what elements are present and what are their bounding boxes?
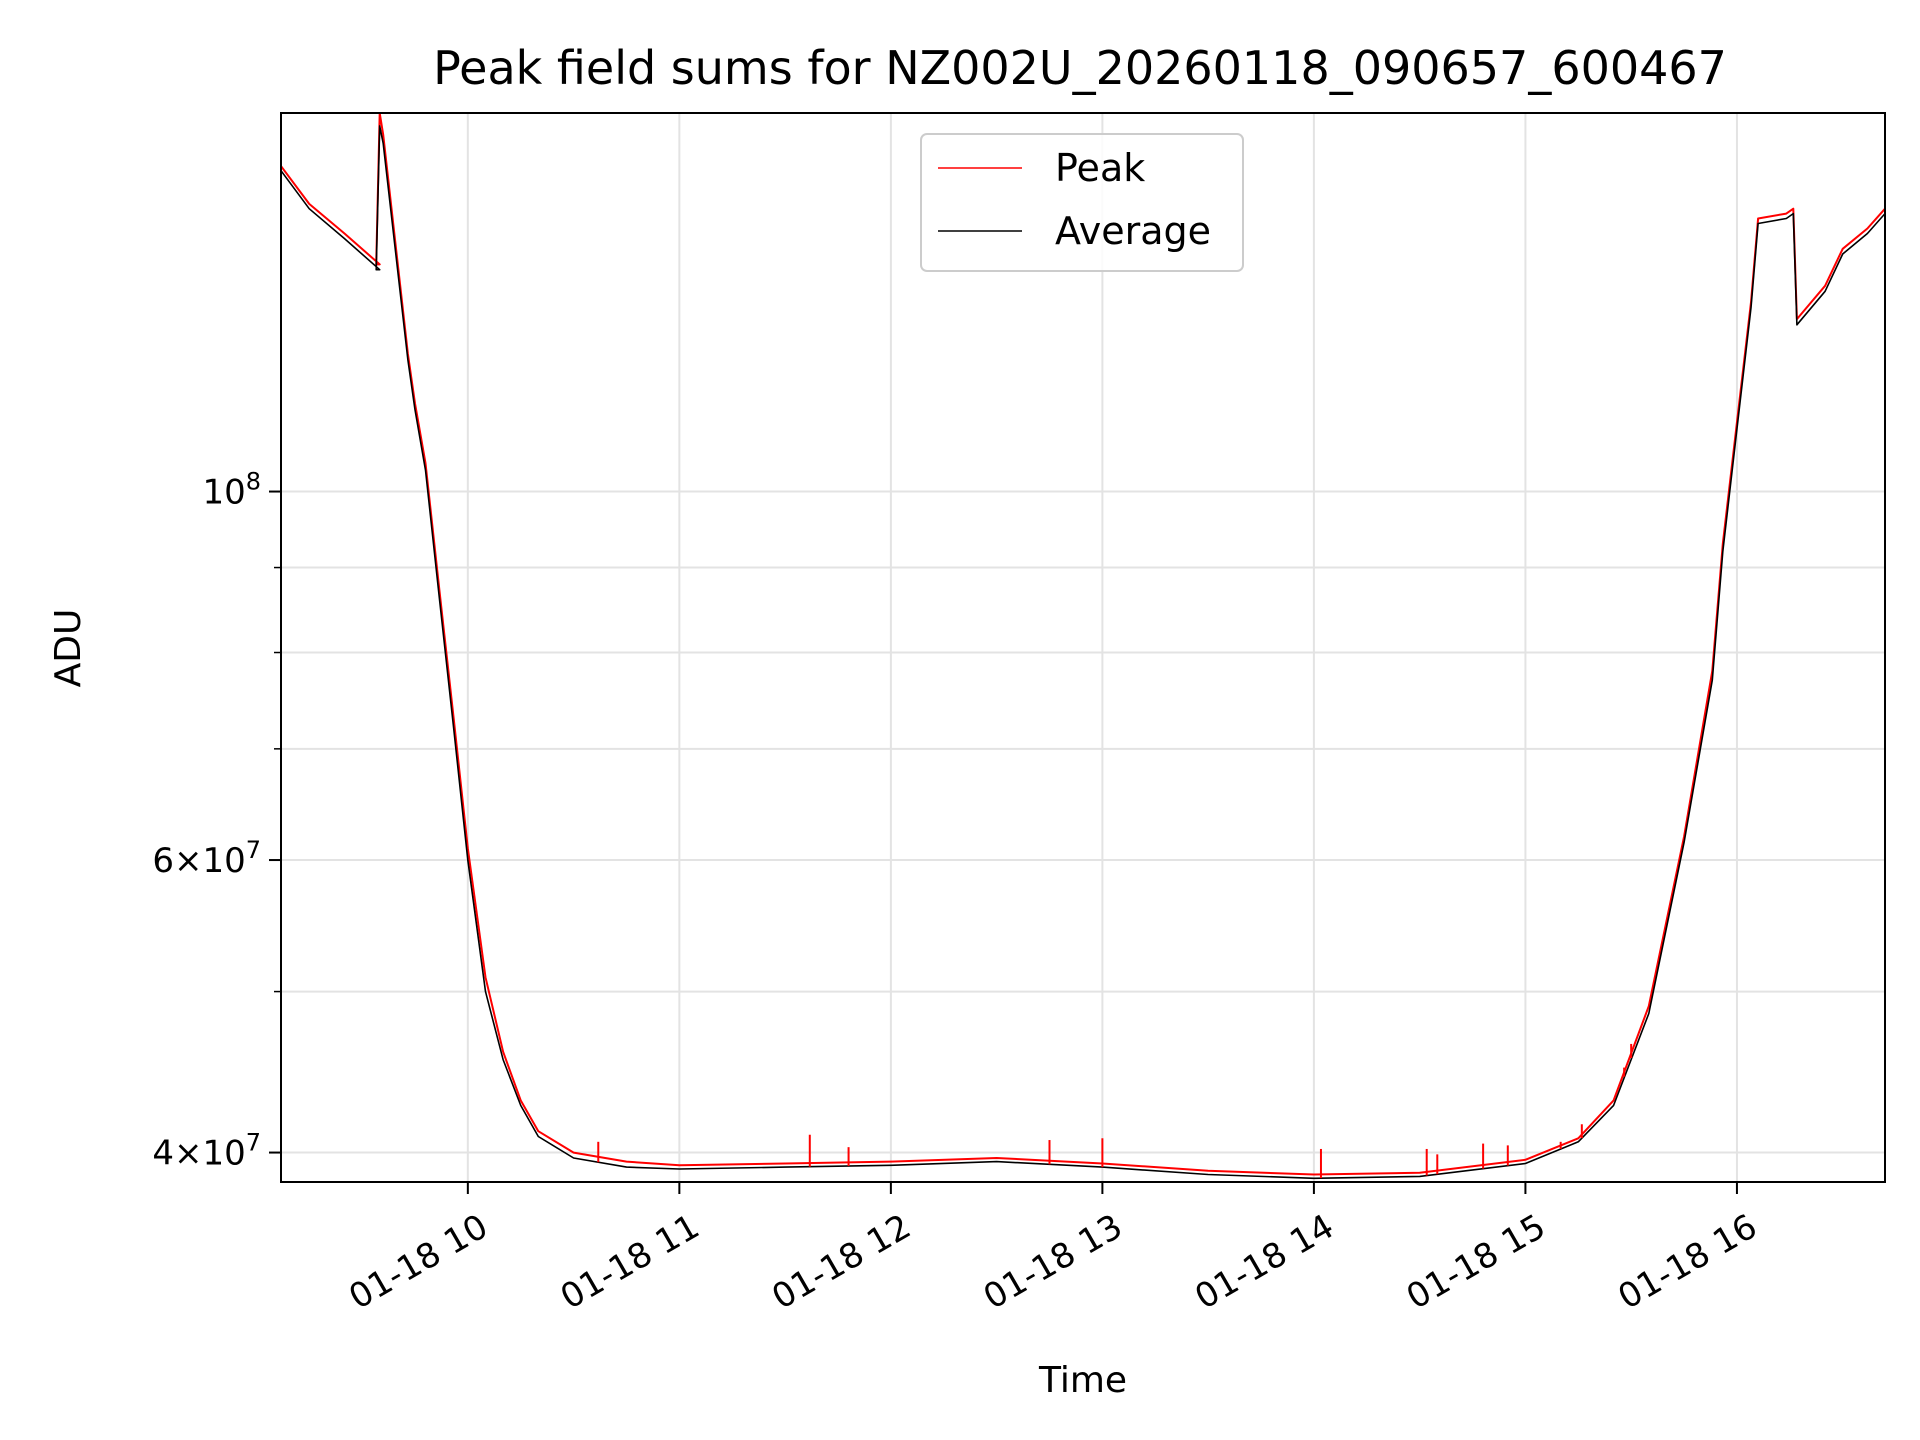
legend-average-label: Average xyxy=(1055,209,1211,253)
series-line-peak xyxy=(281,113,1885,1176)
x-tick-label: 01-18 11 xyxy=(554,1207,706,1318)
y-axis: 4×107 6×107 108 xyxy=(152,468,281,1174)
x-axis-label: Time xyxy=(1038,1360,1127,1401)
x-tick-label: 01-18 10 xyxy=(342,1207,494,1318)
y-tick-label: 4×107 xyxy=(152,1129,261,1174)
chart-title: Peak field sums for NZ002U_20260118_0906… xyxy=(433,41,1727,95)
x-axis: 01-18 10 01-18 11 01-18 12 01-18 13 01-18 14… xyxy=(342,1182,1764,1318)
series-layer xyxy=(281,113,1885,1180)
series-line-average xyxy=(281,125,1885,1180)
grid xyxy=(281,113,1885,1182)
y-tick-label: 108 xyxy=(202,468,261,513)
x-tick-label: 01-18 12 xyxy=(765,1207,917,1318)
x-tick-label: 01-18 13 xyxy=(977,1207,1129,1318)
y-axis-label: ADU xyxy=(48,609,89,688)
legend-peak-label: Peak xyxy=(1055,146,1145,190)
plot-frame xyxy=(280,112,1886,1183)
legend: Peak Average xyxy=(920,133,1244,272)
x-tick-label: 01-18 16 xyxy=(1611,1207,1763,1318)
x-tick-label: 01-18 15 xyxy=(1400,1207,1552,1318)
x-tick-label: 01-18 14 xyxy=(1188,1207,1340,1318)
y-tick-label: 6×107 xyxy=(152,836,261,881)
